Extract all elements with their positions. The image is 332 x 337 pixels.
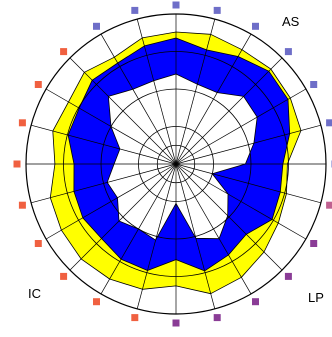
edge-marker-22 bbox=[93, 22, 100, 30]
edge-marker-5 bbox=[326, 119, 332, 127]
grid-spoke-7 bbox=[175, 163, 321, 204]
grid-spoke-19 bbox=[31, 124, 177, 165]
grid-spoke-10 bbox=[175, 163, 252, 295]
grid-spoke-9 bbox=[175, 163, 283, 271]
edge-marker-7 bbox=[326, 201, 332, 209]
grid-spoke-15 bbox=[69, 163, 177, 271]
grid-spoke-11 bbox=[175, 163, 216, 309]
edge-marker-21 bbox=[60, 48, 68, 56]
grid-spoke-20 bbox=[45, 88, 177, 165]
region-label-as: AS bbox=[282, 14, 300, 29]
edge-marker-8 bbox=[310, 240, 318, 247]
grid-spoke-3 bbox=[175, 57, 283, 165]
edge-marker-11 bbox=[213, 314, 221, 322]
edge-marker-20 bbox=[34, 81, 42, 88]
grid-spoke-5 bbox=[175, 124, 321, 165]
grid-spoke-21 bbox=[69, 57, 177, 165]
edge-marker-16 bbox=[34, 240, 42, 247]
markers bbox=[13, 1, 332, 327]
grid bbox=[25, 13, 327, 315]
grid-spoke-13 bbox=[136, 163, 177, 309]
edge-marker-19 bbox=[18, 119, 26, 127]
edge-marker-10 bbox=[252, 298, 259, 306]
edge-marker-18 bbox=[13, 160, 21, 168]
grid-spoke-14 bbox=[100, 163, 177, 295]
edge-marker-4 bbox=[310, 81, 318, 88]
grid-spoke-1 bbox=[175, 19, 216, 165]
edge-marker-13 bbox=[131, 314, 139, 322]
grid-spoke-22 bbox=[100, 33, 177, 165]
region-label-lp: LP bbox=[308, 290, 324, 305]
grid-spoke-17 bbox=[31, 163, 177, 204]
grid-spoke-2 bbox=[175, 33, 252, 165]
labels: AS IC LP bbox=[28, 14, 324, 305]
edge-marker-12 bbox=[172, 319, 180, 327]
grid-spoke-8 bbox=[175, 163, 307, 240]
edge-marker-15 bbox=[60, 272, 68, 280]
edge-marker-9 bbox=[284, 272, 292, 280]
edge-marker-14 bbox=[93, 298, 100, 306]
edge-marker-3 bbox=[284, 48, 292, 56]
grid-spoke-23 bbox=[136, 19, 177, 165]
region-label-ic: IC bbox=[28, 286, 41, 301]
grid-spoke-16 bbox=[45, 163, 177, 240]
grid-spoke-4 bbox=[175, 88, 307, 165]
edge-marker-2 bbox=[252, 22, 259, 30]
edge-marker-23 bbox=[131, 6, 139, 14]
edge-marker-0 bbox=[172, 1, 180, 9]
edge-marker-17 bbox=[18, 201, 26, 209]
edge-marker-1 bbox=[213, 6, 221, 14]
